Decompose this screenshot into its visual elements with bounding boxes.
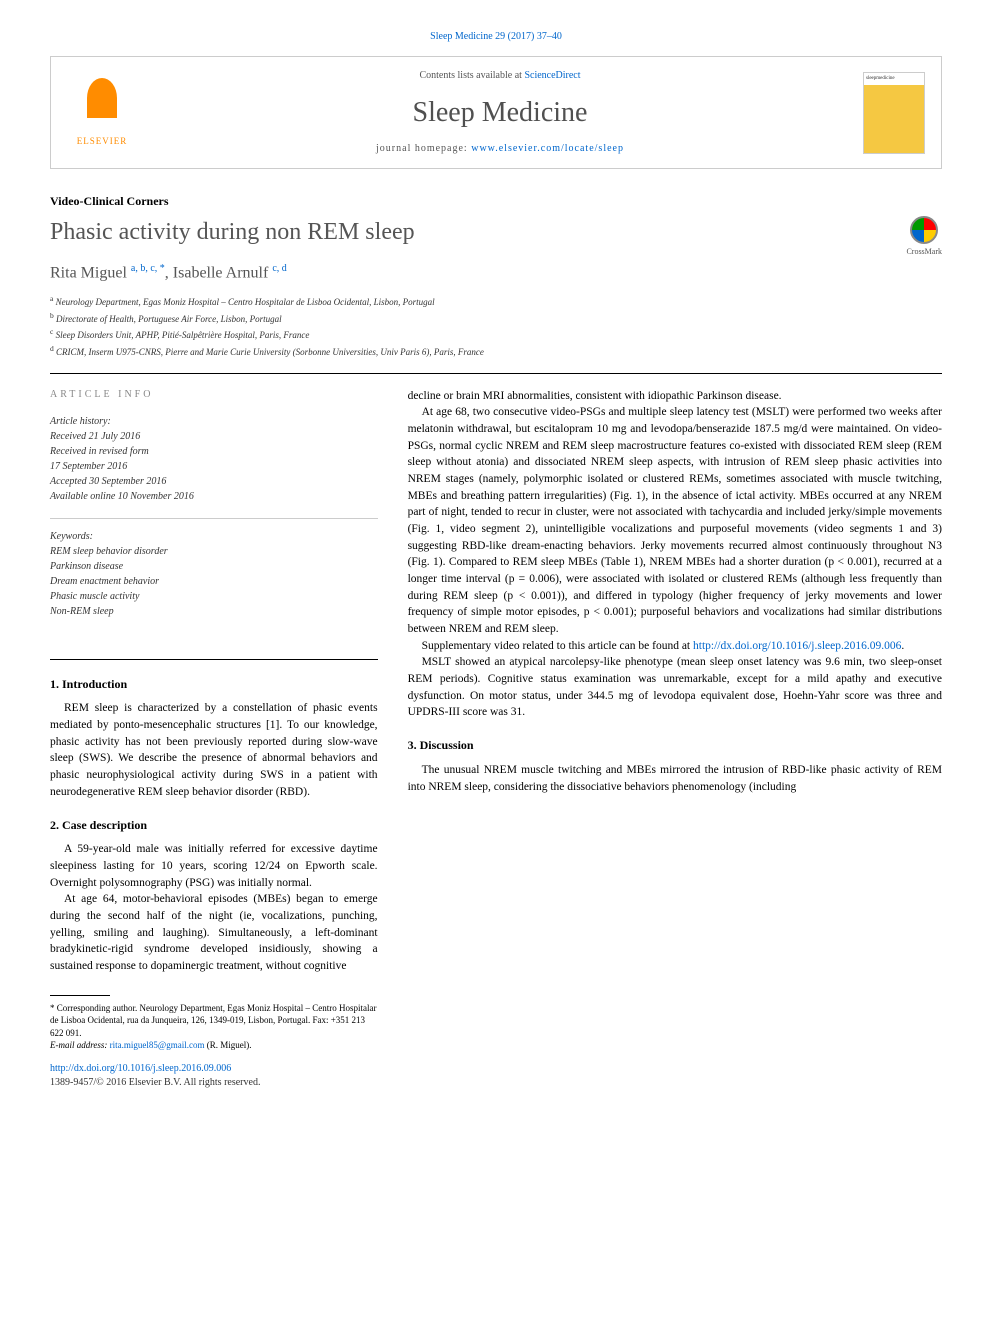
info-divider <box>50 518 378 519</box>
affiliation-a: a Neurology Department, Egas Moniz Hospi… <box>50 294 942 309</box>
online-date: Available online 10 November 2016 <box>50 489 378 504</box>
contents-line: Contents lists available at ScienceDirec… <box>157 69 843 83</box>
intro-paragraph: REM sleep is characterized by a constell… <box>50 700 378 800</box>
right-p3: Supplementary video related to this arti… <box>408 638 942 655</box>
keyword-5: Non-REM sleep <box>50 604 378 619</box>
footnote-separator <box>50 995 110 996</box>
journal-header-box: ELSEVIER Contents lists available at Sci… <box>50 56 942 169</box>
author-1-affiliations[interactable]: a, b, c, * <box>131 263 165 274</box>
supp-video-link[interactable]: http://dx.doi.org/10.1016/j.sleep.2016.0… <box>693 640 901 652</box>
article-title: Phasic activity during non REM sleep <box>50 216 415 250</box>
author-2-affiliations[interactable]: c, d <box>272 263 286 274</box>
doi-link[interactable]: http://dx.doi.org/10.1016/j.sleep.2016.0… <box>50 1062 378 1076</box>
discussion-paragraphs: The unusual NREM muscle twitching and MB… <box>408 762 942 795</box>
section-1-heading: 1. Introduction <box>50 676 378 693</box>
email-label: E-mail address: <box>50 1040 110 1050</box>
affiliation-d: d CRICM, Inserm U975-CNRS, Pierre and Ma… <box>50 344 942 359</box>
keyword-1: REM sleep behavior disorder <box>50 544 378 559</box>
contents-prefix: Contents lists available at <box>419 70 524 81</box>
case-p1: A 59-year-old male was initially referre… <box>50 841 378 891</box>
right-p4: MSLT showed an atypical narcolepsy-like … <box>408 654 942 721</box>
keyword-2: Parkinson disease <box>50 559 378 574</box>
right-p1: decline or brain MRI abnormalities, cons… <box>408 388 942 405</box>
supp-video-prefix: Supplementary video related to this arti… <box>422 640 693 652</box>
email-link[interactable]: rita.miguel85@gmail.com <box>110 1040 205 1050</box>
affiliation-c: c Sleep Disorders Unit, APHP, Pitié-Salp… <box>50 327 942 342</box>
journal-cover-thumbnail[interactable] <box>863 72 925 154</box>
journal-name: Sleep Medicine <box>157 93 843 132</box>
keywords-block: Keywords: REM sleep behavior disorder Pa… <box>50 529 378 619</box>
email-footnote: E-mail address: rita.miguel85@gmail.com … <box>50 1039 378 1052</box>
email-suffix: (R. Miguel). <box>204 1040 251 1050</box>
keywords-label: Keywords: <box>50 529 378 544</box>
case-paragraphs: A 59-year-old male was initially referre… <box>50 841 378 974</box>
history-label: Article history: <box>50 414 378 429</box>
citation-bar: Sleep Medicine 29 (2017) 37–40 <box>50 30 942 44</box>
elsevier-tree-icon <box>77 78 127 133</box>
article-section-label: Video-Clinical Corners <box>50 193 942 210</box>
header-center: Contents lists available at ScienceDirec… <box>157 69 843 156</box>
author-1[interactable]: Rita Miguel <box>50 264 127 281</box>
divider <box>50 659 378 660</box>
disc-p1: The unusual NREM muscle twitching and MB… <box>408 762 942 795</box>
article-history-block: Article history: Received 21 July 2016 R… <box>50 414 378 504</box>
revised-line2: 17 September 2016 <box>50 459 378 474</box>
affiliation-c-text: Sleep Disorders Unit, APHP, Pitié-Salpêt… <box>56 330 310 340</box>
corresponding-author-footnote: * Corresponding author. Neurology Depart… <box>50 1002 378 1040</box>
homepage-line: journal homepage: www.elsevier.com/locat… <box>157 142 843 156</box>
supp-video-suffix: . <box>901 640 904 652</box>
elsevier-logo[interactable]: ELSEVIER <box>67 73 137 153</box>
received-date: Received 21 July 2016 <box>50 429 378 444</box>
two-column-layout: ARTICLE INFO Article history: Received 2… <box>50 388 942 1090</box>
affiliation-b: b Directorate of Health, Portuguese Air … <box>50 311 942 326</box>
crossmark-label: CrossMark <box>906 246 942 257</box>
intro-p1: REM sleep is characterized by a constell… <box>50 700 378 800</box>
section-3-heading: 3. Discussion <box>408 737 942 754</box>
affiliation-a-text: Neurology Department, Egas Moniz Hospita… <box>56 297 435 307</box>
affiliation-d-text: CRICM, Inserm U975-CNRS, Pierre and Mari… <box>56 347 484 357</box>
authors-line: Rita Miguel a, b, c, *, Isabelle Arnulf … <box>50 262 942 285</box>
homepage-link[interactable]: www.elsevier.com/locate/sleep <box>471 143 624 154</box>
crossmark-icon <box>910 216 938 244</box>
case-p2: At age 64, motor-behavioral episodes (MB… <box>50 891 378 974</box>
keyword-3: Dream enactment behavior <box>50 574 378 589</box>
crossmark-badge[interactable]: CrossMark <box>906 216 942 257</box>
right-column: decline or brain MRI abnormalities, cons… <box>408 388 942 1090</box>
right-column-body: decline or brain MRI abnormalities, cons… <box>408 388 942 721</box>
title-row: Phasic activity during non REM sleep Cro… <box>50 216 942 262</box>
divider <box>50 373 942 374</box>
affiliation-b-text: Directorate of Health, Portuguese Air Fo… <box>56 314 282 324</box>
copyright-line: 1389-9457/© 2016 Elsevier B.V. All right… <box>50 1076 378 1090</box>
revised-line1: Received in revised form <box>50 444 378 459</box>
accepted-date: Accepted 30 September 2016 <box>50 474 378 489</box>
author-2[interactable]: Isabelle Arnulf <box>173 264 269 281</box>
keyword-4: Phasic muscle activity <box>50 589 378 604</box>
elsevier-logo-text: ELSEVIER <box>77 135 128 148</box>
left-column: ARTICLE INFO Article history: Received 2… <box>50 388 378 1090</box>
section-2-heading: 2. Case description <box>50 817 378 834</box>
article-info-heading: ARTICLE INFO <box>50 388 378 402</box>
sciencedirect-link[interactable]: ScienceDirect <box>524 70 580 81</box>
right-p2: At age 68, two consecutive video-PSGs an… <box>408 404 942 637</box>
homepage-prefix: journal homepage: <box>376 143 471 154</box>
